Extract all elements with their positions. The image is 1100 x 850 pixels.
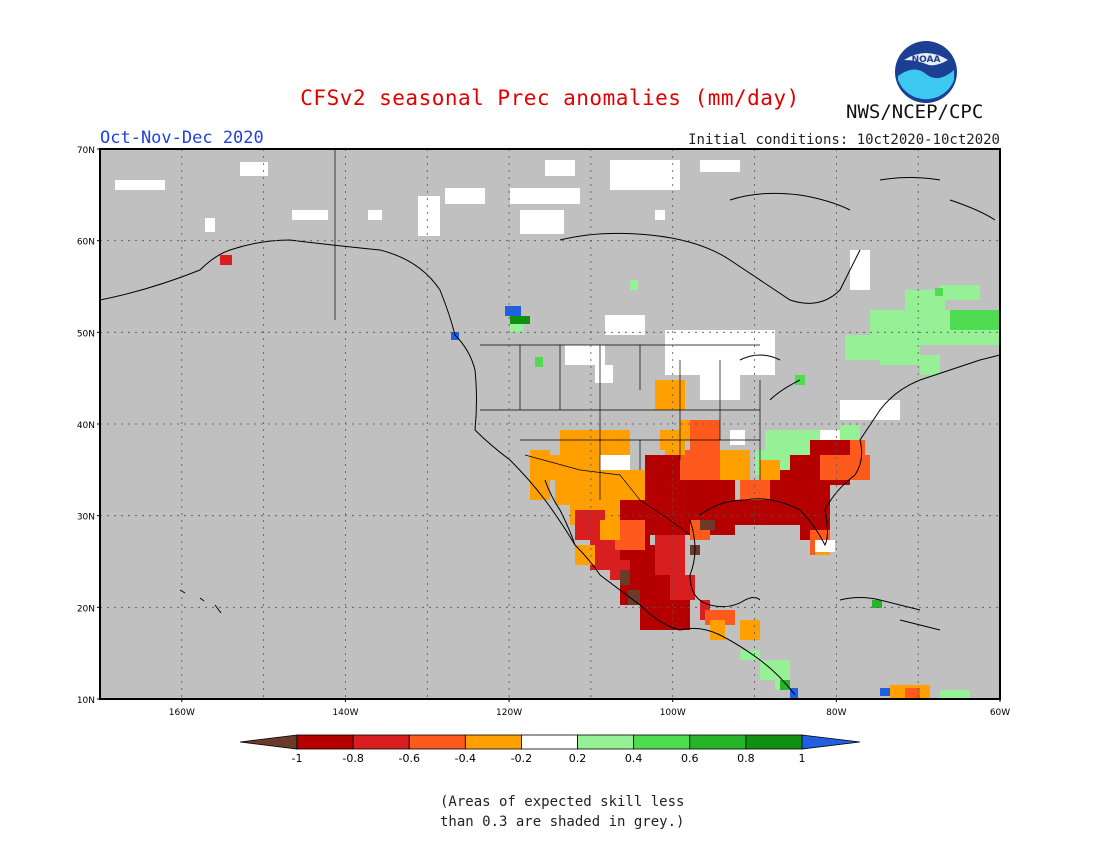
legend-swatch (689, 734, 747, 750)
skill-note: (Areas of expected skill less than 0.3 a… (440, 792, 760, 832)
legend-swatch (408, 734, 466, 750)
legend-tick-label: 0.8 (737, 752, 755, 765)
legend-colorbar (239, 734, 861, 750)
grid (100, 149, 1000, 699)
legend-tick-label: 0.2 (569, 752, 587, 765)
legend-swatch-above (801, 734, 861, 750)
legend-swatch (464, 734, 522, 750)
lat-label: 60N (77, 238, 95, 248)
lon-label: 120W (496, 708, 522, 718)
legend-swatch (352, 734, 410, 750)
coastlines (100, 177, 1000, 696)
lat-label: 20N (77, 604, 95, 614)
anomaly-layer (115, 160, 1000, 699)
borders (334, 149, 761, 536)
legend-swatch (296, 734, 354, 750)
period-label: Oct-Nov-Dec 2020 (100, 128, 264, 148)
lat-label: 10N (77, 696, 95, 706)
legend-ticks: -1 -0.8 -0.6 -0.4 -0.2 0.2 0.4 0.6 0.8 1 (292, 752, 806, 765)
logo-text: NOAA (912, 55, 941, 65)
legend-swatch (521, 734, 578, 750)
lat-label: 50N (77, 329, 95, 339)
legend-swatch-below (239, 734, 298, 750)
legend-tick-label: 1 (799, 752, 806, 765)
skill-note-line2: than 0.3 are shaded in grey.) (440, 814, 685, 830)
legend-tick-label: 0.6 (681, 752, 699, 765)
lon-labels: 160W 140W 120W 100W 80W 60W (169, 699, 1010, 718)
lon-label: 100W (660, 708, 686, 718)
legend-tick-label: -0.2 (511, 752, 532, 765)
initial-conditions-label: Initial conditions: 10ct2020-10ct2020 (688, 132, 1000, 148)
lat-label: 30N (77, 513, 95, 523)
lat-labels: 70N 60N 50N 40N 30N 20N 10N (77, 146, 100, 706)
chart-title: CFSv2 seasonal Prec anomalies (mm/day) (300, 86, 800, 110)
legend-tick-label: -0.8 (342, 752, 363, 765)
lon-label: 80W (826, 708, 846, 718)
agency-label: NWS/NCEP/CPC (846, 101, 984, 123)
legend-tick-label: -1 (292, 752, 303, 765)
legend-swatch (633, 734, 691, 750)
lon-label: 60W (990, 708, 1010, 718)
lon-label: 140W (332, 708, 358, 718)
lat-label: 70N (77, 146, 95, 156)
lat-label: 40N (77, 421, 95, 431)
skill-note-line1: (Areas of expected skill less (440, 794, 685, 810)
legend-swatch (577, 734, 635, 750)
legend-tick-label: -0.4 (455, 752, 476, 765)
noaa-logo: NOAA (894, 40, 958, 108)
lon-label: 160W (169, 708, 195, 718)
legend-swatch (745, 734, 803, 750)
legend-tick-label: -0.6 (398, 752, 419, 765)
legend-tick-label: 0.4 (625, 752, 643, 765)
